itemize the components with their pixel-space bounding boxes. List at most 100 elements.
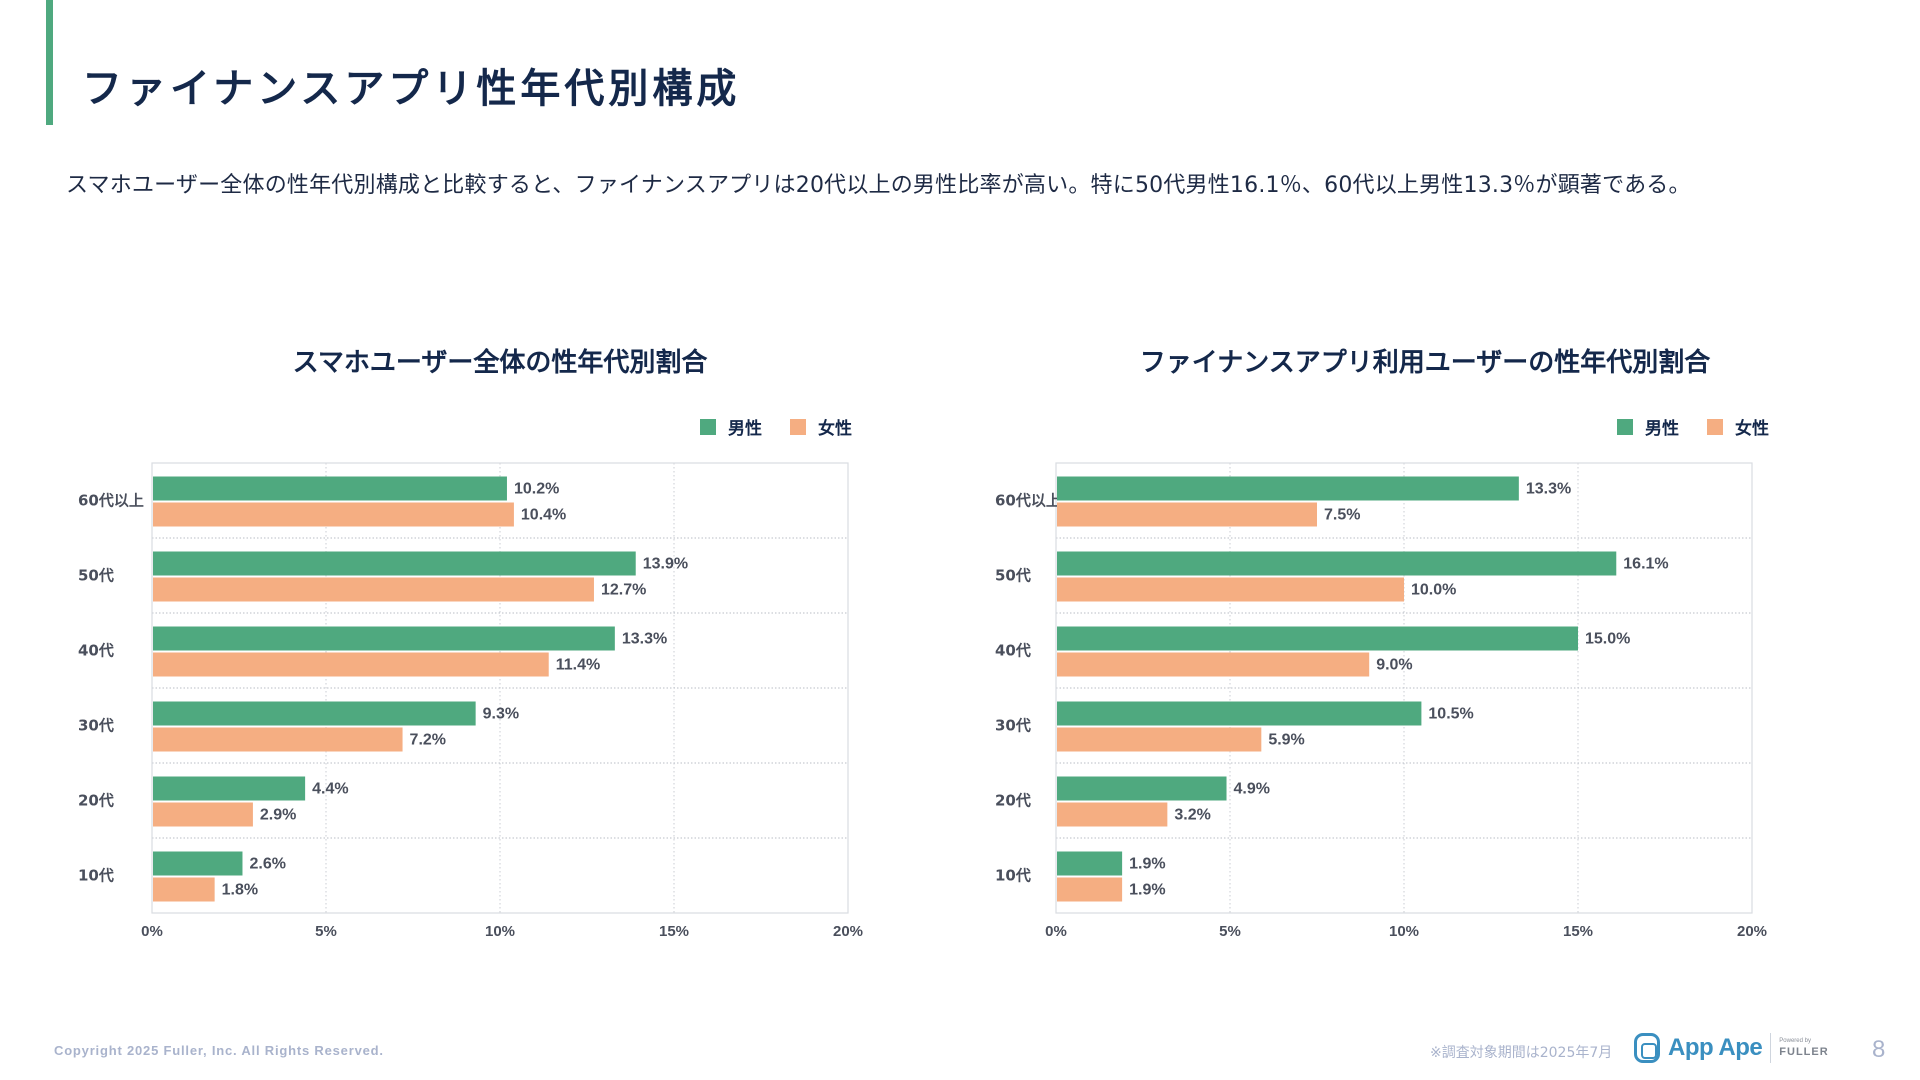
legend-swatch-female bbox=[790, 418, 806, 435]
bar-male bbox=[153, 626, 615, 651]
bar-male bbox=[153, 851, 243, 876]
plot-frame bbox=[1055, 462, 1753, 914]
category-label: 10代 bbox=[78, 867, 114, 885]
value-label-male: 16.1% bbox=[1623, 556, 1668, 573]
legend-label-male: 男性 bbox=[1645, 419, 1679, 439]
bar-female bbox=[1057, 502, 1317, 527]
category-label: 40代 bbox=[78, 642, 114, 660]
category-label: 20代 bbox=[78, 792, 114, 810]
bar-male bbox=[1057, 776, 1227, 801]
value-label-male: 10.5% bbox=[1428, 706, 1473, 723]
value-label-female: 9.0% bbox=[1376, 657, 1412, 674]
value-label-female: 10.0% bbox=[1411, 582, 1456, 599]
x-tick-label: 15% bbox=[1563, 923, 1593, 940]
bar-male bbox=[1057, 701, 1422, 726]
title-accent-bar bbox=[46, 0, 53, 125]
value-label-male: 13.3% bbox=[1526, 481, 1571, 498]
bar-male bbox=[153, 776, 306, 801]
bar-female bbox=[1057, 577, 1404, 602]
value-label-male: 13.9% bbox=[643, 556, 688, 573]
value-label-male: 1.9% bbox=[1129, 856, 1165, 873]
legend-item-male: 男性 bbox=[700, 414, 762, 439]
app-ape-ape-icon bbox=[1634, 1033, 1660, 1063]
bar-male bbox=[153, 701, 476, 726]
legend-finance-users: 男性 女性 bbox=[1589, 414, 1769, 439]
category-label: 50代 bbox=[995, 567, 1031, 585]
value-label-male: 13.3% bbox=[622, 631, 667, 648]
x-tick-label: 15% bbox=[659, 923, 689, 940]
value-label-female: 12.7% bbox=[601, 582, 646, 599]
value-label-female: 1.9% bbox=[1129, 882, 1165, 899]
bar-male bbox=[153, 551, 636, 576]
legend-item-female: 女性 bbox=[790, 414, 852, 439]
powered-by-fuller: Powered by FULLER bbox=[1779, 1038, 1828, 1058]
value-label-female: 1.8% bbox=[222, 882, 258, 899]
legend-swatch-male bbox=[700, 418, 716, 435]
bar-female bbox=[1057, 877, 1123, 902]
x-tick-label: 20% bbox=[1737, 923, 1767, 940]
category-label: 60代以上 bbox=[78, 492, 144, 510]
category-label: 60代以上 bbox=[995, 492, 1061, 510]
category-label: 50代 bbox=[78, 567, 114, 585]
x-tick-label: 0% bbox=[1045, 923, 1067, 940]
category-label: 20代 bbox=[995, 792, 1031, 810]
fuller-logo-text: FULLER bbox=[1779, 1046, 1829, 1058]
value-label-female: 2.9% bbox=[260, 807, 296, 824]
legend-all-users: 男性 女性 bbox=[672, 414, 852, 439]
value-label-female: 11.4% bbox=[556, 657, 600, 674]
x-tick-label: 0% bbox=[141, 923, 163, 940]
category-label: 30代 bbox=[995, 717, 1031, 735]
chart-title-finance-users: ファイナンスアプリ利用ユーザーの性年代別割合 bbox=[1139, 348, 1711, 378]
page-number: 8 bbox=[1872, 1036, 1886, 1063]
legend-label-female: 女性 bbox=[818, 419, 852, 439]
x-tick-label: 10% bbox=[1389, 923, 1419, 940]
copyright-text: Copyright 2025 Fuller, Inc. All Rights R… bbox=[54, 1043, 384, 1058]
value-label-female: 10.4% bbox=[521, 507, 566, 524]
legend-swatch-male bbox=[1617, 418, 1633, 435]
category-label: 40代 bbox=[995, 642, 1031, 660]
logo-divider bbox=[1770, 1033, 1772, 1063]
legend-label-male: 男性 bbox=[728, 419, 762, 439]
bar-female bbox=[153, 727, 403, 752]
survey-period-note: ※調査対象期間は2025年7月 bbox=[1430, 1045, 1613, 1061]
legend-item-male: 男性 bbox=[1617, 414, 1679, 439]
summary-text: スマホユーザー全体の性年代別構成と比較すると、ファイナンスアプリは20代以上の男… bbox=[66, 173, 1691, 198]
bar-female bbox=[153, 577, 594, 602]
x-tick-label: 5% bbox=[1219, 923, 1241, 940]
bar-female bbox=[1057, 652, 1370, 677]
bar-male bbox=[153, 476, 507, 501]
x-tick-label: 10% bbox=[485, 923, 515, 940]
x-tick-label: 20% bbox=[833, 923, 863, 940]
value-label-male: 4.4% bbox=[312, 781, 348, 798]
powered-by-label: Powered by bbox=[1779, 1038, 1811, 1044]
page-title: ファイナンスアプリ性年代別構成 bbox=[82, 66, 741, 112]
bar-male bbox=[1057, 551, 1617, 576]
bar-female bbox=[1057, 727, 1262, 752]
bar-female bbox=[153, 877, 215, 902]
bar-male bbox=[1057, 626, 1578, 651]
value-label-female: 3.2% bbox=[1174, 807, 1210, 824]
logo-text: App Ape bbox=[1668, 1034, 1763, 1061]
value-label-male: 4.9% bbox=[1234, 781, 1270, 798]
value-label-male: 2.6% bbox=[249, 856, 285, 873]
bar-female bbox=[153, 802, 253, 827]
value-label-male: 9.3% bbox=[483, 706, 519, 723]
value-label-female: 7.5% bbox=[1324, 507, 1360, 524]
app-ape-logo: App Ape Powered by FULLER bbox=[1634, 1033, 1829, 1063]
bar-female bbox=[1057, 802, 1168, 827]
category-label: 10代 bbox=[995, 867, 1031, 885]
legend-item-female: 女性 bbox=[1707, 414, 1769, 439]
legend-label-female: 女性 bbox=[1735, 419, 1769, 439]
bar-female bbox=[153, 502, 514, 527]
value-label-male: 10.2% bbox=[514, 481, 559, 498]
bar-male bbox=[1057, 476, 1519, 501]
value-label-female: 7.2% bbox=[410, 732, 446, 749]
value-label-female: 5.9% bbox=[1268, 732, 1304, 749]
chart-title-all-users: スマホユーザー全体の性年代別割合 bbox=[292, 348, 708, 378]
legend-swatch-female bbox=[1707, 418, 1723, 435]
plot-frame bbox=[151, 462, 849, 914]
x-tick-label: 5% bbox=[315, 923, 337, 940]
value-label-male: 15.0% bbox=[1585, 631, 1630, 648]
